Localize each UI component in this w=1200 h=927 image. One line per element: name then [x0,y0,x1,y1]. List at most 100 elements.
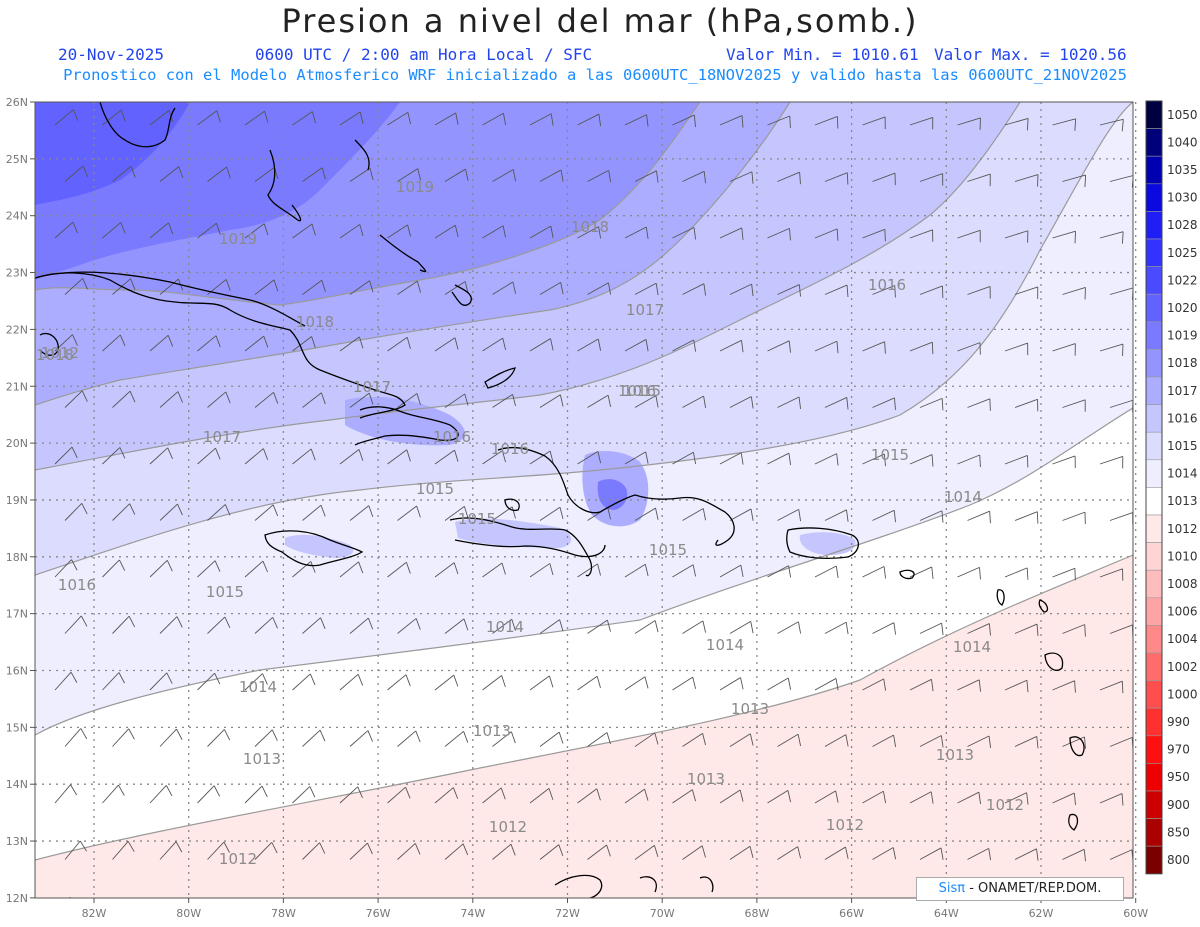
wind-barb [539,619,564,634]
wind-barb [340,899,362,916]
lon-label: 66W [839,907,864,920]
lon-label: 82W [82,907,107,920]
wind-barb [577,451,602,465]
wind-barb [682,508,707,521]
legend-label: 1010 [1167,549,1198,563]
wind-barb [302,617,326,634]
isobar-label: 1015 [416,480,454,498]
wind-barb [434,449,459,465]
wind-barb [634,395,659,408]
isobar-label: 1014 [706,636,744,654]
wind-barb [159,841,183,860]
coastlines [35,102,1085,898]
wind-barb [444,730,469,747]
wind-barb [54,221,79,239]
wind-barb [387,336,411,352]
wind-barb [682,732,706,747]
wind-barb [1004,792,1029,805]
legend-label: 950 [1167,770,1190,784]
wind-barb [529,338,554,352]
legend-label: 800 [1167,853,1190,867]
wind-barb [729,396,754,409]
wind-barb [302,167,326,182]
wind-barb [444,506,469,521]
isobar-label: 1012 [41,344,79,362]
isobar-label: 1015 [871,446,909,464]
wind-barb [64,277,88,295]
legend-label: 1013 [1167,494,1198,508]
legend-label: 990 [1167,715,1190,729]
wind-barb [112,503,136,521]
wind-barb [909,116,934,130]
wind-barb [492,618,516,634]
wind-barb [197,785,221,804]
wind-barb [492,281,517,295]
isobar-label: 1019 [219,230,257,248]
wind-barb [1004,342,1029,356]
legend-label: 1022 [1167,273,1198,287]
wind-barb [482,450,506,465]
wind-barb [682,845,706,860]
wind-barb [862,678,887,691]
wind-barb [673,902,696,916]
wind-barb [387,786,411,804]
isobar-label: 1017 [353,378,391,396]
isobar-label: 1015 [458,510,496,528]
wind-barb [539,731,564,747]
isobar-label: 1018 [36,346,74,364]
wind-barb [719,789,744,804]
wind-barb [207,616,231,634]
wind-barb [767,115,791,129]
wind-barb [444,843,469,860]
lon-label: 80W [176,907,201,920]
wind-barb [112,390,136,408]
wind-barb [349,505,374,521]
wind-barb [814,678,839,691]
lat-label: 19N [6,494,28,507]
wind-barb [492,731,516,747]
wind-barb [777,396,802,409]
wind-barb [1014,286,1039,299]
wind-barb [482,675,506,691]
isobar-label: 1015 [623,382,661,400]
legend-swatch [1145,514,1163,543]
wind-barb [577,338,602,352]
wind-barb [444,393,469,408]
wind-barb [254,616,278,634]
wind-barb [159,503,183,521]
isobar-labels: 1019 1019 1018 1018 1018 1017 1017 1017 1016 1016… [36,178,1024,868]
wind-barb [919,847,944,860]
wind-barb [719,452,744,465]
wind-barb [388,900,410,916]
wind-barb [397,618,421,634]
wind-barb [967,847,992,861]
isobar-label: 1014 [953,638,991,656]
wind-barb [672,789,696,804]
lat-label: 26N [6,96,28,109]
wind-barb [207,729,231,747]
wind-barb [958,905,981,917]
wind-barb [339,111,364,126]
wind-barb [720,902,743,916]
lat-label: 25N [6,153,28,166]
wind-barb [957,229,981,243]
wind-barb [1099,118,1124,132]
wind-barb [292,786,316,804]
wind-barb [397,505,421,521]
wind-barb [1062,848,1086,862]
wind-barb [434,224,459,239]
time-info: 0600 UTC / 2:00 am Hora Local / SFC [255,45,593,64]
wind-barb [824,846,849,860]
wind-barb [1014,511,1039,524]
wind-barb [1052,230,1076,244]
wind-barb [387,224,411,239]
wind-barb [1099,343,1124,357]
lat-label: 23N [6,267,28,280]
wind-barb [634,170,659,183]
wind-barb [824,734,849,747]
wind-barb [64,728,88,747]
wind-barb [767,677,792,691]
wind-barb [872,172,896,186]
wind-barb [207,391,231,408]
isobar-label: 1013 [473,722,511,740]
